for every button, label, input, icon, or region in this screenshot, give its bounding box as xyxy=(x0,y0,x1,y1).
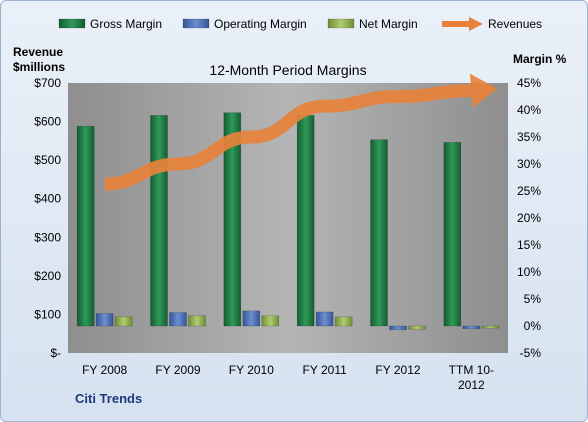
legend-arrowhead xyxy=(469,17,483,31)
net-margin-bar xyxy=(261,315,280,327)
operating-margin-bar xyxy=(242,310,261,327)
chart-title: 12-Month Period Margins xyxy=(209,62,366,78)
left-tick-label: $100 xyxy=(34,307,61,321)
right-tick-label: 25% xyxy=(517,184,541,198)
left-tick-label: $- xyxy=(50,346,61,360)
right-tick-label: 30% xyxy=(517,157,541,171)
net-margin-bar xyxy=(408,325,426,330)
company-name: Citi Trends xyxy=(75,391,142,406)
category-tick-label: 2012 xyxy=(458,378,485,392)
gross-margin-bar xyxy=(296,115,315,327)
revenues-line xyxy=(104,84,472,191)
operating-margin-bar xyxy=(462,325,481,329)
category-tick-label: FY 2012 xyxy=(375,363,420,377)
left-tick-label: $300 xyxy=(34,230,61,244)
operating-margin-bar xyxy=(315,311,334,327)
legend-label: Gross Margin xyxy=(90,17,162,31)
category-tick-label: FY 2008 xyxy=(82,363,127,377)
right-tick-label: 0% xyxy=(524,319,542,333)
category-tick-label: FY 2010 xyxy=(229,363,274,377)
category-tick-label: FY 2011 xyxy=(303,363,348,377)
net-margin-bar xyxy=(481,325,500,329)
net-margin-bar xyxy=(334,316,353,327)
right-tick-label: 10% xyxy=(517,265,541,279)
left-tick-label: $700 xyxy=(34,76,61,90)
right-tick-label: -5% xyxy=(520,346,542,360)
right-tick-label: 15% xyxy=(517,238,541,252)
legend-swatch xyxy=(182,18,210,29)
legend-label: Revenues xyxy=(488,17,542,31)
gross-margin-bar xyxy=(370,139,388,327)
gross-margin-bar xyxy=(76,125,95,327)
left-axis-label: Revenue xyxy=(13,45,63,59)
right-tick-label: 45% xyxy=(517,76,541,90)
left-tick-label: $400 xyxy=(34,192,61,206)
legend-swatch xyxy=(327,18,355,29)
category-tick-label: TTM 10- xyxy=(449,363,494,377)
net-margin-bar xyxy=(114,316,133,327)
legend-swatch xyxy=(58,18,86,29)
operating-margin-bar xyxy=(389,325,407,331)
net-margin-bar xyxy=(188,315,206,327)
gross-margin-bar xyxy=(223,112,242,327)
legend-label: Net Margin xyxy=(359,17,418,31)
right-tick-label: 40% xyxy=(517,103,541,117)
right-axis-label: Margin % xyxy=(513,52,567,66)
right-tick-label: 20% xyxy=(517,211,541,225)
left-tick-label: $500 xyxy=(34,153,61,167)
left-tick-label: $600 xyxy=(34,115,61,129)
category-tick-label: FY 2009 xyxy=(155,363,200,377)
right-tick-label: 35% xyxy=(517,130,541,144)
left-axis-label-unit: $millions xyxy=(13,60,65,74)
left-tick-label: $200 xyxy=(34,269,61,283)
gross-margin-bar xyxy=(443,142,462,327)
gross-margin-bar xyxy=(150,115,168,327)
revenues-arrowhead xyxy=(469,73,498,108)
operating-margin-bar xyxy=(95,313,114,327)
legend-label: Operating Margin xyxy=(214,17,307,31)
operating-margin-bar xyxy=(169,312,187,327)
right-tick-label: 5% xyxy=(524,292,542,306)
